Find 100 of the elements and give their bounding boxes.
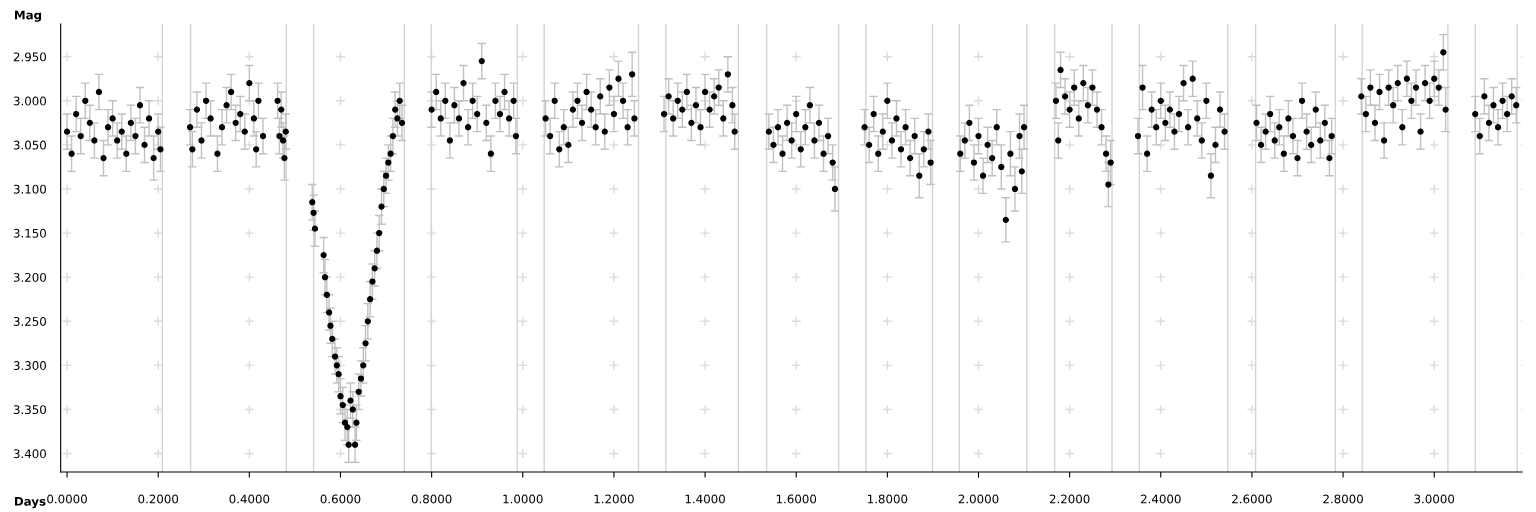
point [327, 322, 334, 329]
point [214, 150, 221, 157]
point [546, 132, 554, 140]
point [1494, 124, 1502, 131]
point [569, 106, 577, 113]
point [349, 406, 356, 413]
point [907, 154, 914, 162]
point [428, 106, 435, 113]
point [329, 335, 336, 343]
x-tick-label: 0.0000 [47, 494, 87, 504]
point [565, 141, 572, 149]
point [460, 80, 467, 87]
point [916, 172, 923, 179]
x-axis-title: Days [14, 496, 46, 509]
x-tick-label: 1.6000 [776, 494, 817, 504]
point [155, 128, 162, 135]
point [966, 119, 973, 126]
point [276, 132, 283, 140]
point [1328, 132, 1335, 140]
y-tick-label: 3.400 [13, 449, 46, 459]
point [241, 128, 248, 135]
point [1216, 106, 1224, 113]
y-tick-label: 3.250 [13, 316, 46, 326]
point [1257, 141, 1265, 149]
point [865, 141, 873, 149]
point [715, 84, 722, 91]
point [670, 115, 677, 122]
point [1362, 110, 1369, 118]
point [373, 247, 381, 254]
point [255, 97, 262, 104]
point [104, 124, 112, 131]
point [1071, 84, 1078, 91]
point [376, 229, 383, 237]
point [1180, 80, 1187, 87]
point [870, 110, 877, 118]
point [378, 203, 385, 210]
point [1317, 137, 1324, 144]
point [1134, 132, 1142, 140]
point [592, 124, 599, 131]
point [674, 97, 681, 104]
point [1285, 115, 1292, 122]
point [1312, 106, 1319, 113]
point [77, 132, 84, 140]
point [1431, 75, 1438, 82]
point [474, 110, 481, 118]
point [1143, 150, 1151, 157]
point [993, 124, 1000, 131]
point [957, 150, 964, 157]
point [1394, 80, 1401, 87]
point [278, 106, 285, 113]
point [136, 102, 144, 109]
point [364, 318, 371, 325]
point [362, 340, 369, 347]
point [1153, 124, 1160, 131]
x-tick-label: 0.8000 [411, 494, 452, 504]
point [1262, 128, 1269, 135]
point [335, 371, 342, 378]
point [389, 132, 397, 140]
point [1408, 97, 1415, 104]
point [63, 128, 71, 135]
x-tick-label: 0.6000 [320, 494, 361, 504]
point [793, 110, 800, 118]
point [91, 137, 98, 144]
point [1212, 141, 1219, 149]
point [109, 115, 116, 122]
y-tick-label: 2.950 [13, 52, 46, 62]
point [464, 124, 472, 131]
point [893, 115, 900, 122]
point [624, 124, 631, 131]
point [1426, 97, 1433, 104]
point [433, 88, 440, 96]
point [975, 132, 982, 140]
point [339, 401, 346, 409]
point [282, 128, 289, 135]
point [193, 106, 201, 113]
y-axis-title: Mag [14, 10, 42, 22]
point [1080, 80, 1087, 87]
point [1435, 84, 1442, 91]
point [556, 146, 563, 153]
point [487, 150, 495, 157]
point [1139, 84, 1146, 91]
point [797, 146, 804, 153]
point [1203, 97, 1210, 104]
point [145, 115, 153, 122]
point [731, 128, 738, 135]
point [341, 419, 349, 426]
x-tick-label: 2.2000 [1049, 494, 1090, 504]
point [984, 141, 991, 149]
point [824, 132, 832, 140]
point [770, 141, 777, 149]
point [309, 199, 316, 206]
point [1098, 124, 1105, 131]
point [274, 97, 281, 104]
point [560, 124, 567, 131]
point [369, 278, 376, 285]
point [1194, 115, 1201, 122]
point [811, 137, 818, 144]
point [396, 97, 403, 104]
point [1490, 102, 1497, 109]
point [253, 146, 260, 153]
